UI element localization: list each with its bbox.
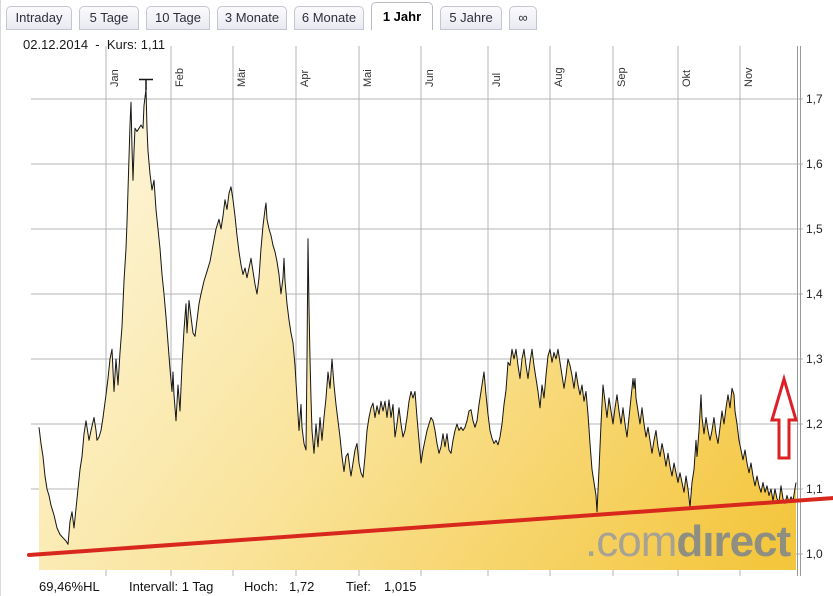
svg-text:Sep: Sep (616, 67, 628, 87)
period-tabbar: Intraday 5 Tage 10 Tage 3 Monate 6 Monat… (6, 2, 537, 30)
price-series (38, 88, 797, 571)
footer-change-hl: 69,46%HL (39, 579, 100, 594)
svg-text:1,1: 1,1 (806, 482, 823, 496)
y-axis-labels: 1,0 1,1 1,2 1,3 1,4 1,5 1,6 1,7 (806, 92, 823, 561)
svg-text:Mai: Mai (362, 69, 374, 87)
svg-text:Mär: Mär (236, 68, 248, 87)
svg-text:Jul: Jul (491, 73, 503, 87)
svg-text:1,0: 1,0 (806, 547, 823, 561)
tab-3-monate[interactable]: 3 Monate (217, 6, 287, 30)
svg-text:1,3: 1,3 (806, 352, 823, 366)
svg-text:Okt: Okt (681, 70, 693, 87)
y-axis (797, 46, 801, 576)
trend-line (27, 496, 833, 557)
svg-text:1,6: 1,6 (806, 157, 823, 171)
tab-5-jahre[interactable]: 5 Jahre (440, 6, 502, 30)
svg-text:Feb: Feb (174, 68, 186, 87)
svg-text:Aug: Aug (553, 67, 565, 87)
up-arrow-annotation (769, 373, 799, 460)
comdirect-watermark: .comdırect (585, 517, 793, 566)
tab-intraday[interactable]: Intraday (6, 6, 72, 30)
month-labels: Jan Feb Mär Apr Mai Jun Jul Aug Sep Okt Nov (109, 67, 755, 87)
footer-low-label: Tief: (346, 579, 371, 594)
tab-max[interactable]: ∞ (509, 6, 537, 30)
tab-1-jahr[interactable]: 1 Jahr (371, 2, 433, 30)
footer-high-value: 1,72 (289, 579, 315, 594)
footer-interval: Intervall: 1 Tag (129, 579, 214, 594)
svg-text:1,2: 1,2 (806, 417, 823, 431)
svg-text:1,5: 1,5 (806, 222, 823, 236)
high-marker (139, 78, 153, 90)
tab-5-tage[interactable]: 5 Tage (79, 6, 139, 30)
svg-text:.comdırect: .comdırect (585, 517, 792, 566)
tab-10-tage[interactable]: 10 Tage (146, 6, 210, 30)
svg-text:Apr: Apr (299, 70, 311, 87)
tab-6-monate[interactable]: 6 Monate (294, 6, 364, 30)
svg-text:1,4: 1,4 (806, 287, 823, 301)
svg-text:Jan: Jan (109, 69, 121, 87)
footer-high-label: Hoch: (244, 579, 278, 594)
svg-text:Jun: Jun (424, 69, 436, 87)
svg-text:Nov: Nov (743, 67, 755, 87)
footer-low-value: 1,015 (384, 579, 417, 594)
date-kurs-readout: 02.12.2014 - Kurs: 1,11 (23, 37, 166, 52)
svg-text:1,7: 1,7 (806, 92, 823, 106)
